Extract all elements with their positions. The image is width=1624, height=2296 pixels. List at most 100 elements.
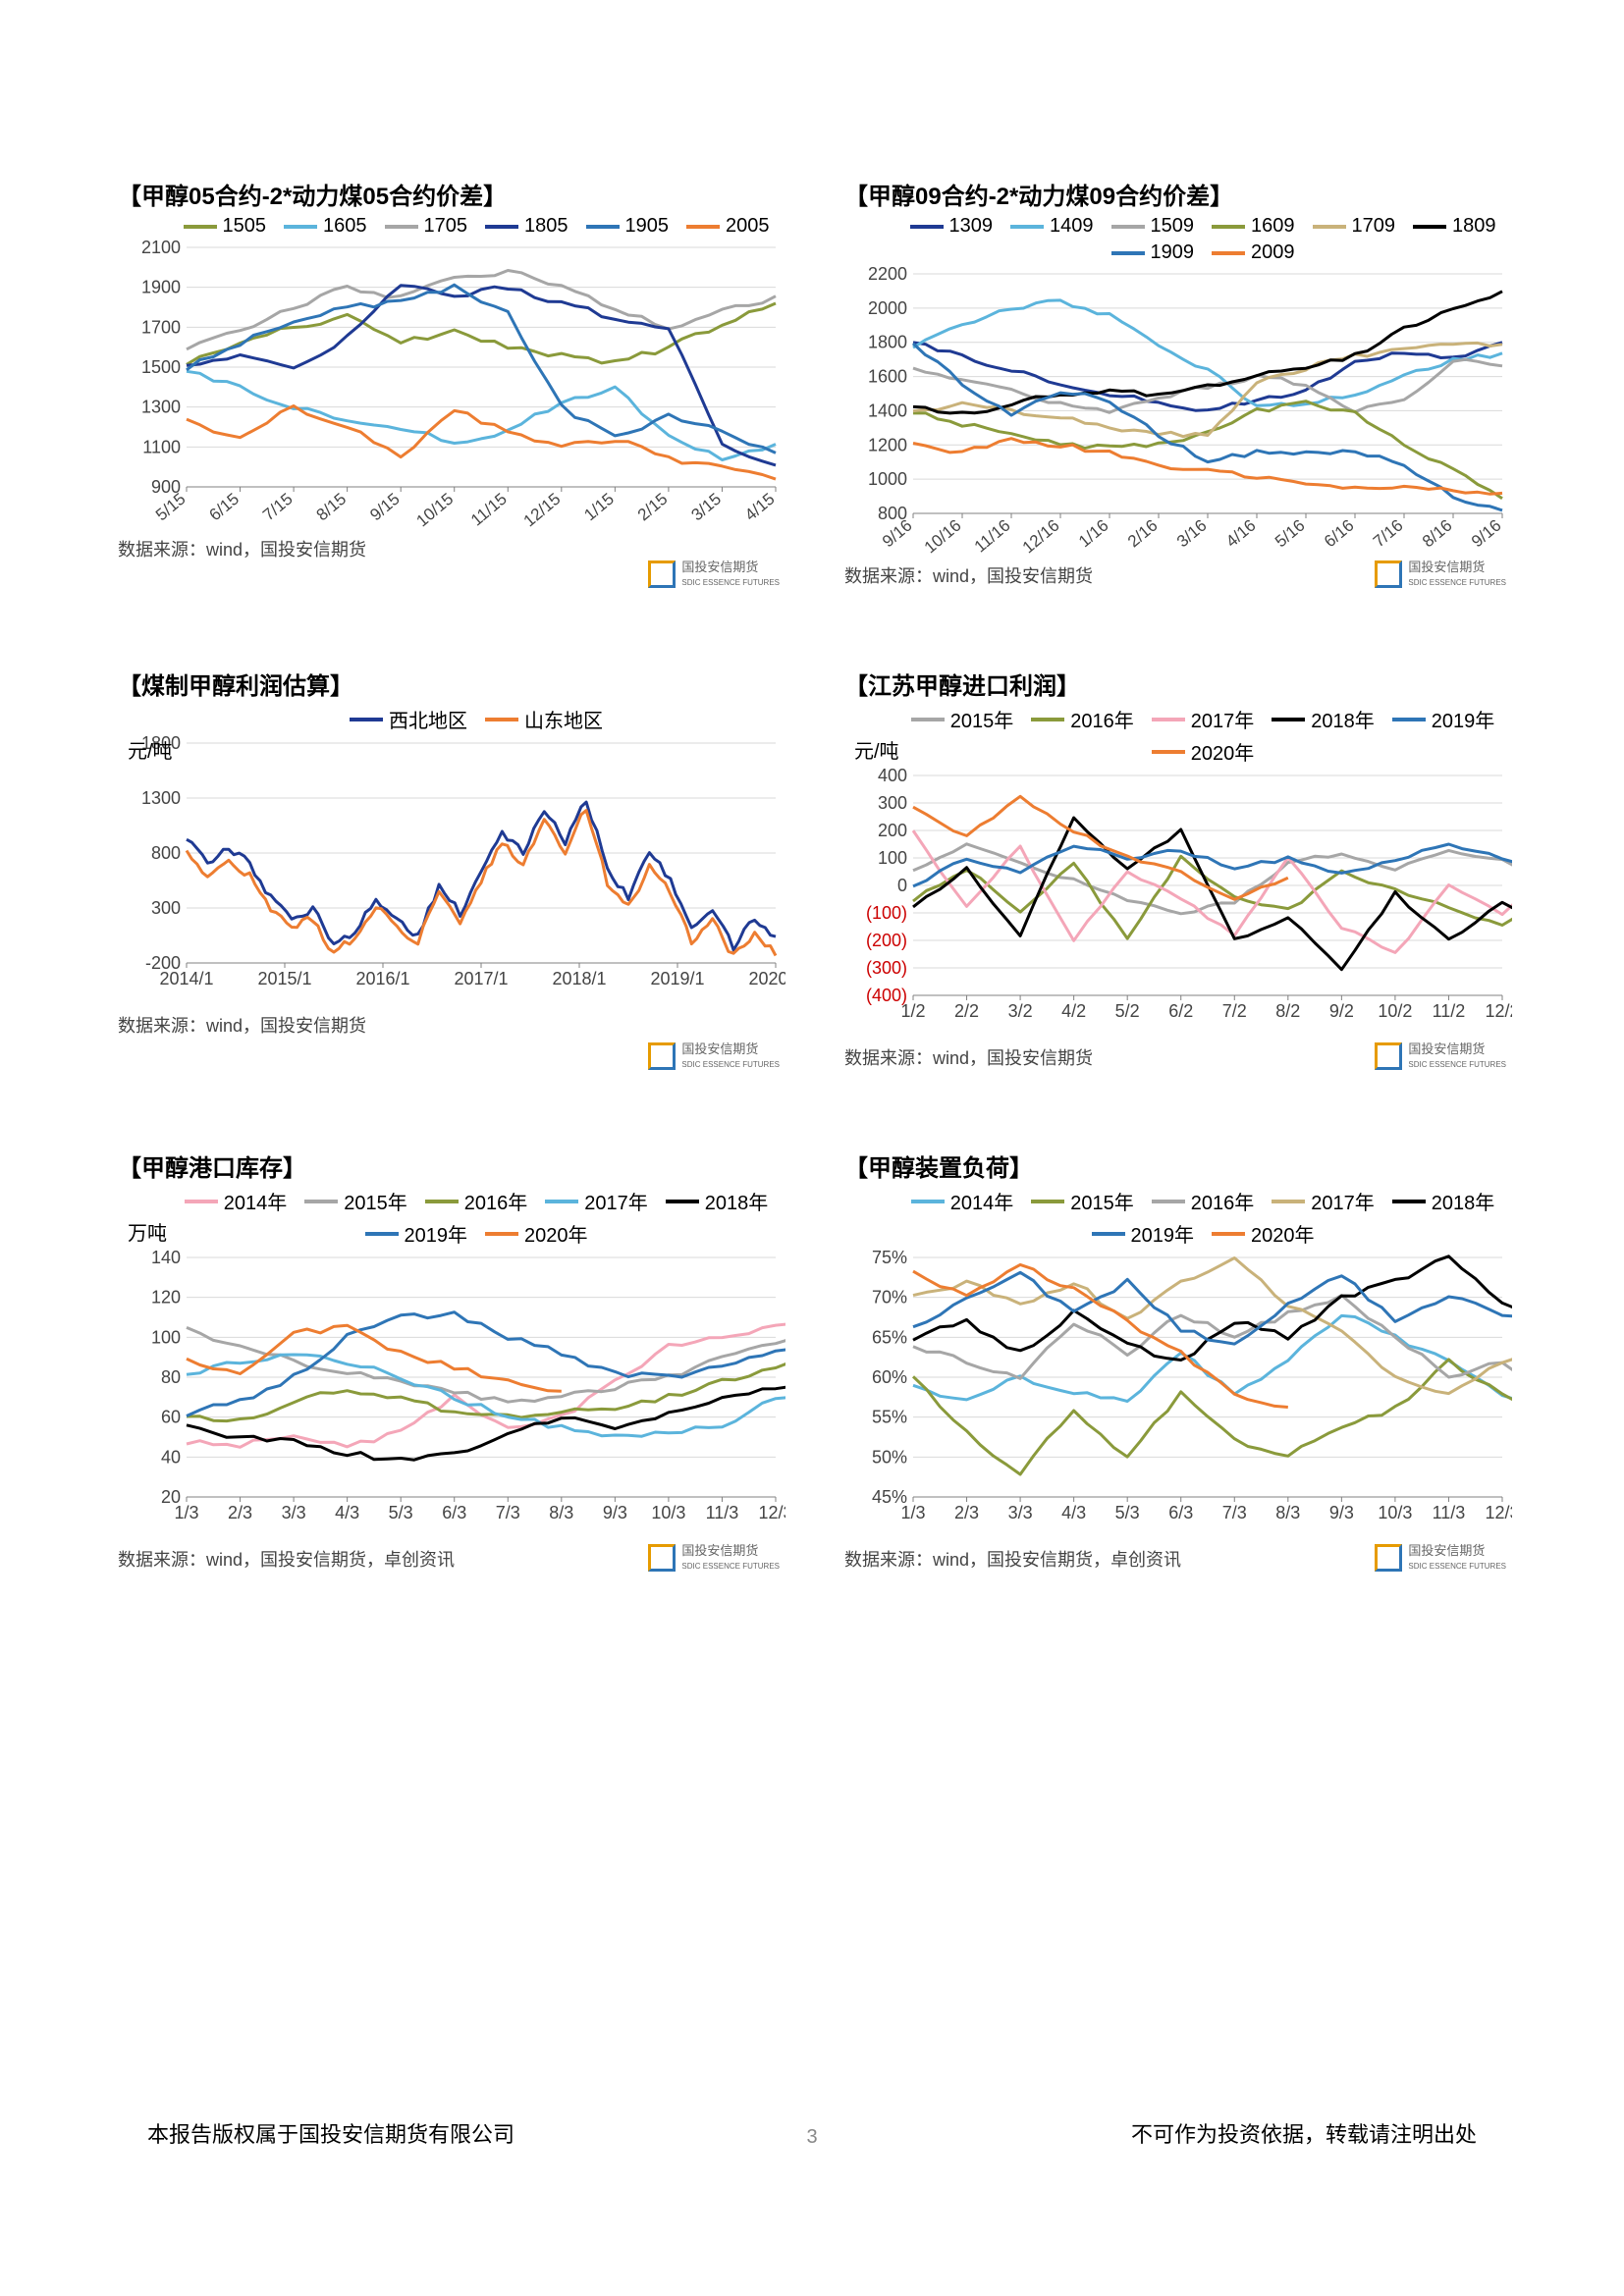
legend-swatch	[1031, 718, 1064, 721]
company-logo: 国投安信期货SDIC ESSENCE FUTURES	[648, 1544, 780, 1572]
legend-label: 2019年	[405, 1219, 468, 1248]
chart-plot: -200300800130018002014/12015/12016/12017…	[118, 733, 785, 1008]
svg-text:2020/1: 2020/1	[748, 969, 785, 988]
legend-item: 2017年	[1272, 1187, 1375, 1215]
logo-icon	[648, 1042, 676, 1070]
svg-text:6/2: 6/2	[1168, 1001, 1193, 1021]
footer-left: 本报告版权属于国投安信期货有限公司	[147, 2117, 514, 2149]
legend-item: 2019年	[365, 1219, 468, 1248]
legend-swatch	[686, 225, 720, 229]
legend-item: 2020年	[485, 1219, 588, 1248]
chart-legend: 2014年2015年2016年2017年2018年2019年2020年	[118, 1183, 785, 1248]
chart-2: 【甲醇09合约-2*动力煤09合约价差】13091409150916091709…	[844, 177, 1512, 588]
legend-label: 1509	[1151, 215, 1195, 238]
legend-swatch	[1392, 1200, 1426, 1203]
svg-text:3/3: 3/3	[282, 1503, 306, 1522]
legend-item: 2019年	[1392, 705, 1495, 733]
svg-text:1400: 1400	[868, 400, 907, 420]
svg-text:4/3: 4/3	[1061, 1503, 1086, 1522]
chart-title: 【甲醇09合约-2*动力煤09合约价差】	[844, 177, 1512, 211]
legend-label: 西北地区	[389, 705, 467, 733]
company-logo: 国投安信期货SDIC ESSENCE FUTURES	[1375, 1544, 1506, 1572]
legend-label: 2020年	[1251, 1219, 1315, 1248]
legend-item: 2014年	[185, 1187, 288, 1215]
svg-text:1/16: 1/16	[1075, 516, 1112, 552]
legend-label: 2018年	[705, 1187, 769, 1215]
legend-swatch	[365, 1232, 399, 1236]
legend-label: 2017年	[1311, 1187, 1375, 1215]
logo-text: 国投安信期货SDIC ESSENCE FUTURES	[1408, 1544, 1506, 1571]
legend-item: 1705	[385, 215, 468, 238]
legend-item: 2020年	[1152, 737, 1255, 766]
svg-text:1100: 1100	[142, 437, 181, 456]
logo-text: 国投安信期货SDIC ESSENCE FUTURES	[681, 1544, 780, 1571]
svg-text:4/16: 4/16	[1222, 516, 1260, 552]
data-source: 数据来源：wind，国投安信期货	[118, 1012, 785, 1038]
legend-item: 2017年	[1152, 705, 1255, 733]
svg-text:4/3: 4/3	[335, 1503, 359, 1522]
svg-text:1800: 1800	[868, 333, 907, 352]
legend-swatch	[1272, 718, 1305, 721]
legend-item: 1505	[184, 215, 267, 238]
svg-text:12/3: 12/3	[1485, 1503, 1512, 1522]
svg-text:10/15: 10/15	[412, 490, 457, 531]
svg-text:3/16: 3/16	[1173, 516, 1211, 552]
legend-item: 2014年	[911, 1187, 1014, 1215]
legend-label: 1505	[223, 215, 267, 238]
chart-3: 【煤制甲醇利润估算】元/吨西北地区山东地区-200300800130018002…	[118, 667, 785, 1070]
svg-text:60: 60	[161, 1408, 181, 1427]
legend-swatch	[284, 225, 317, 229]
legend-item: 1609	[1212, 215, 1295, 238]
chart-legend: 150516051705180519052005	[118, 211, 785, 238]
legend-label: 2017年	[584, 1187, 648, 1215]
data-source: 数据来源：wind，国投安信期货	[118, 536, 785, 561]
svg-text:200: 200	[878, 821, 907, 840]
legend-swatch	[350, 718, 383, 721]
legend-swatch	[586, 225, 620, 229]
legend-label: 1309	[949, 215, 994, 238]
logo-icon	[1375, 1544, 1402, 1572]
svg-text:70%: 70%	[872, 1288, 907, 1308]
svg-text:7/15: 7/15	[259, 490, 297, 525]
svg-text:6/15: 6/15	[206, 490, 244, 525]
chart-plot: 204060801001201401/32/33/34/35/36/37/38/…	[118, 1248, 785, 1542]
chart-1: 【甲醇05合约-2*动力煤05合约价差】15051605170518051905…	[118, 177, 785, 588]
report-page: 【甲醇05合约-2*动力煤05合约价差】15051605170518051905…	[0, 0, 1624, 2296]
legend-label: 2020年	[1191, 737, 1255, 766]
svg-text:2/16: 2/16	[1124, 516, 1162, 552]
svg-text:1/3: 1/3	[174, 1503, 198, 1522]
svg-text:6/3: 6/3	[442, 1503, 466, 1522]
chart-5: 【甲醇港口库存】万吨2014年2015年2016年2017年2018年2019年…	[118, 1148, 785, 1572]
legend-item: 2016年	[1152, 1187, 1255, 1215]
svg-text:5/3: 5/3	[1115, 1503, 1140, 1522]
svg-text:(300): (300)	[866, 958, 907, 978]
svg-text:5/2: 5/2	[1115, 1001, 1140, 1021]
svg-text:100: 100	[151, 1327, 181, 1347]
legend-label: 1909	[1151, 241, 1195, 264]
svg-text:10/16: 10/16	[921, 516, 965, 558]
svg-text:2015/1: 2015/1	[257, 969, 311, 988]
legend-label: 1609	[1251, 215, 1295, 238]
logo-icon	[648, 1544, 676, 1572]
logo-text: 国投安信期货SDIC ESSENCE FUTURES	[1408, 1042, 1506, 1069]
svg-text:1300: 1300	[141, 788, 181, 808]
svg-text:9/2: 9/2	[1329, 1001, 1354, 1021]
svg-text:8/3: 8/3	[1275, 1503, 1300, 1522]
svg-text:65%: 65%	[872, 1327, 907, 1347]
svg-text:5/3: 5/3	[389, 1503, 413, 1522]
legend-label: 山东地区	[524, 705, 603, 733]
company-logo: 国投安信期货SDIC ESSENCE FUTURES	[648, 1042, 780, 1070]
legend-label: 1705	[424, 215, 468, 238]
legend-item: 2017年	[545, 1187, 648, 1215]
svg-text:12/16: 12/16	[1019, 516, 1063, 558]
footer-right: 不可作为投资依据，转载请注明出处	[1131, 2117, 1477, 2149]
chart-legend: 西北地区 山东地区	[118, 701, 785, 733]
legend-item: 西北地区	[350, 705, 467, 733]
legend-swatch	[185, 1200, 218, 1203]
legend-label: 1605	[323, 215, 367, 238]
legend-item: 1909	[1111, 241, 1195, 264]
svg-text:11/3: 11/3	[706, 1503, 739, 1522]
svg-text:11/3: 11/3	[1433, 1503, 1466, 1522]
svg-text:300: 300	[878, 793, 907, 813]
legend-label: 1805	[524, 215, 568, 238]
